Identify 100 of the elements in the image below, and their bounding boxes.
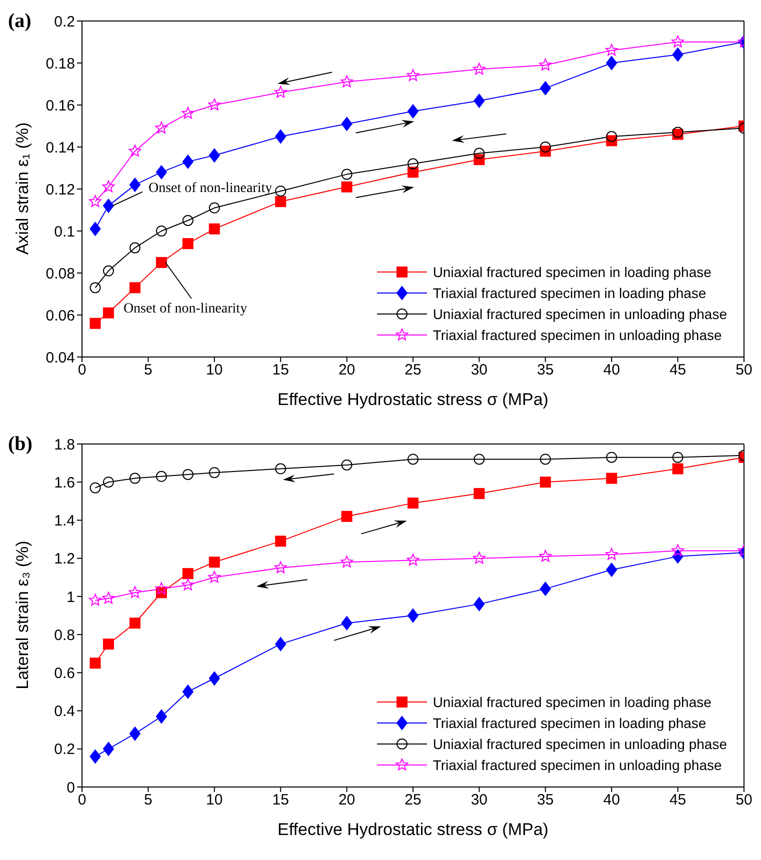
legend-label: Uniaxial fractured specimen in unloading phase — [432, 736, 727, 752]
x-tick-label: 5 — [144, 362, 152, 379]
point — [90, 658, 101, 669]
x-tick-label: 45 — [669, 792, 686, 809]
point — [540, 142, 551, 152]
x-axis-title: Effective Hydrostatic stress σ (MPa) — [278, 820, 548, 839]
point — [102, 265, 114, 276]
y-axis-title: Lateral strain ε₃ (%) — [13, 540, 32, 690]
point — [672, 544, 684, 556]
point — [156, 257, 167, 268]
x-tick-label: 25 — [404, 362, 422, 379]
point — [156, 709, 167, 724]
point — [89, 195, 102, 207]
y-tick-label: 0.06 — [46, 307, 75, 324]
x-tick-label: 5 — [144, 792, 152, 809]
point — [182, 684, 194, 699]
x-tick-label: 15 — [272, 362, 289, 379]
legend-label: Triaxial fractured specimen in loading phase — [432, 714, 706, 730]
point — [89, 594, 102, 606]
x-tick-label: 20 — [338, 362, 356, 379]
point — [341, 168, 352, 180]
point — [672, 36, 684, 48]
point — [156, 165, 167, 180]
point — [156, 470, 167, 482]
x-tick-label: 40 — [603, 792, 620, 809]
point — [340, 75, 354, 88]
point — [540, 81, 551, 96]
point — [606, 131, 618, 142]
point — [156, 226, 167, 236]
point — [208, 570, 221, 583]
legend-label: Triaxial fractured specimen in unloading phase — [432, 326, 722, 342]
point — [341, 181, 352, 192]
x-tick-label: 25 — [404, 792, 422, 809]
point — [102, 180, 115, 192]
point — [182, 238, 194, 250]
point — [182, 578, 194, 590]
point — [182, 106, 194, 119]
y-tick-label: 0.12 — [46, 181, 75, 198]
point — [208, 223, 220, 234]
annotation: Onset of non-linearity — [123, 302, 248, 316]
point — [474, 488, 485, 500]
legend-label: Uniaxial fractured specimen in loading phase — [432, 264, 712, 280]
point — [606, 472, 618, 484]
y-tick-label: 1 — [66, 588, 75, 606]
x-tick-label: 10 — [206, 362, 223, 379]
x-tick-label: 50 — [736, 362, 752, 379]
y-tick-label: 0.16 — [46, 97, 75, 114]
chart-title: (a) — [8, 10, 32, 33]
point — [102, 742, 114, 756]
x-tick-label: 10 — [206, 792, 223, 809]
x-tick-label: 35 — [537, 362, 554, 379]
point — [129, 242, 140, 254]
point — [129, 472, 140, 484]
point — [90, 222, 101, 236]
x-tick-label: 30 — [470, 362, 488, 379]
point — [472, 62, 486, 75]
point — [155, 582, 168, 594]
point — [102, 476, 114, 488]
y-tick-label: 1.8 — [54, 436, 75, 454]
point — [208, 467, 220, 478]
point — [606, 56, 618, 70]
y-tick-label: 0.04 — [46, 349, 75, 366]
point — [129, 726, 140, 741]
point — [341, 459, 352, 470]
point — [408, 166, 418, 178]
point — [540, 582, 551, 596]
point — [275, 637, 286, 652]
point — [408, 454, 418, 465]
point — [672, 463, 684, 474]
point — [275, 463, 286, 474]
point — [128, 144, 142, 157]
y-tick-label: 0.6 — [54, 664, 75, 682]
y-tick-label: 0.2 — [54, 13, 75, 30]
point — [90, 282, 101, 294]
y-tick-label: 1.2 — [54, 550, 75, 568]
point — [128, 586, 142, 598]
point — [208, 98, 221, 110]
point — [129, 178, 140, 192]
point — [274, 561, 287, 574]
x-tick-label: 45 — [669, 362, 686, 379]
point — [474, 597, 485, 612]
y-tick-label: 1.4 — [54, 512, 75, 530]
x-tick-label: 0 — [78, 792, 86, 809]
x-axis-title: Effective Hydrostatic stress σ (MPa) — [278, 390, 548, 409]
x-tick-label: 20 — [338, 792, 356, 809]
point — [102, 638, 114, 650]
point — [275, 196, 286, 208]
point — [275, 186, 286, 197]
point — [182, 215, 194, 226]
point — [605, 548, 618, 560]
y-tick-label: 0.2 — [54, 741, 75, 758]
point — [406, 69, 420, 81]
y-tick-label: 0.14 — [46, 139, 75, 156]
y-tick-label: 0.8 — [54, 626, 75, 644]
y-tick-label: 0.08 — [46, 265, 75, 282]
point — [129, 618, 140, 629]
legend-label: Triaxial fractured specimen in unloading phase — [432, 756, 722, 772]
point — [474, 148, 485, 159]
point — [102, 307, 114, 318]
x-tick-label: 40 — [603, 362, 620, 379]
